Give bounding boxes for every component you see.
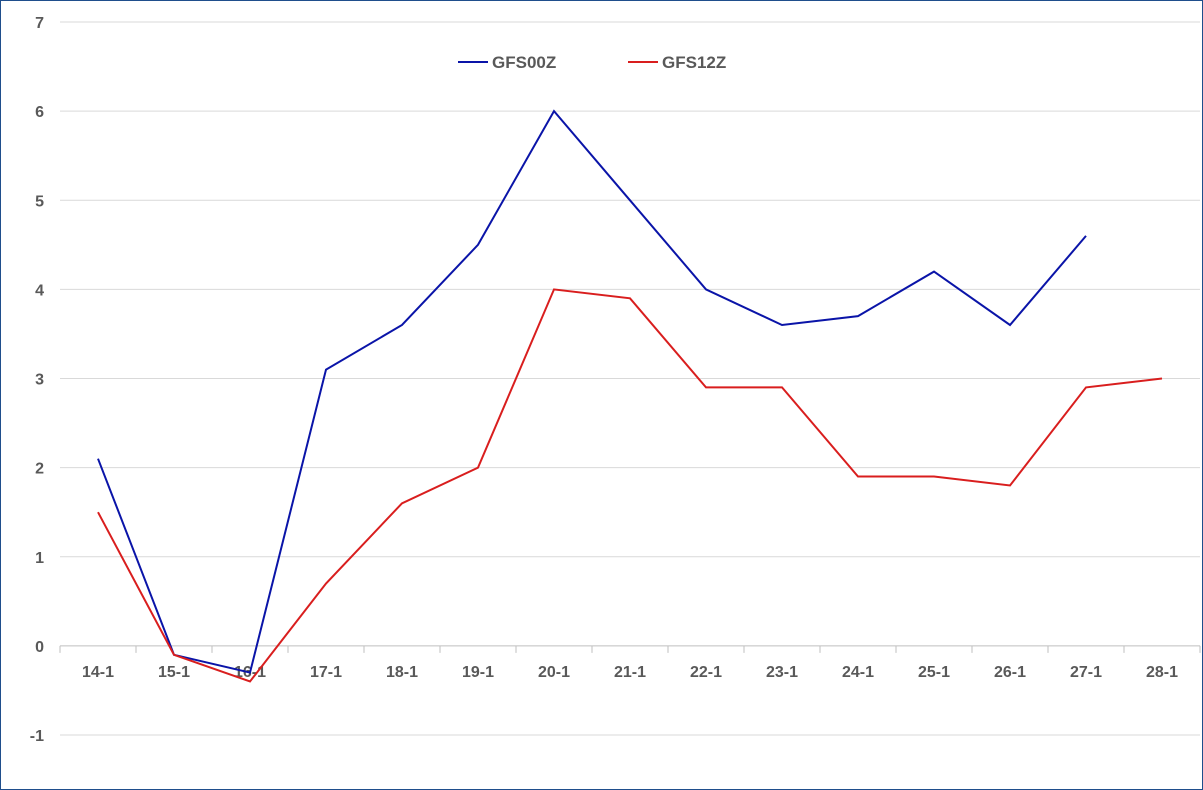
y-tick-label: 4: [35, 282, 44, 299]
legend: GFS00Z GFS12Z: [458, 53, 726, 72]
y-tick-label: 1: [35, 550, 44, 567]
series-layer: [97, 109, 1163, 683]
x-tick-label: 17-1: [310, 664, 342, 681]
legend-label-gfs12z: GFS12Z: [662, 53, 726, 72]
y-tick-label: 0: [35, 639, 44, 656]
y-tick-label: 6: [35, 104, 44, 121]
x-tick-label: 22-1: [690, 664, 722, 681]
x-tick-label: 23-1: [766, 664, 798, 681]
y-tick-label: 3: [35, 372, 44, 389]
grid-layer: [60, 21, 1200, 736]
series-line-gfs00z: [97, 109, 1087, 674]
x-tick-label: 24-1: [842, 664, 874, 681]
x-tick-label: 19-1: [462, 664, 494, 681]
x-tick-label: 15-1: [158, 664, 190, 681]
series-line-gfs12z: [97, 288, 1163, 683]
x-tick-label: 14-1: [82, 664, 114, 681]
x-tick-label: 28-1: [1146, 664, 1178, 681]
x-tick-label: 20-1: [538, 664, 570, 681]
x-tick-label: 21-1: [614, 664, 646, 681]
x-tick-label: 25-1: [918, 664, 950, 681]
y-tick-label: -1: [30, 728, 44, 745]
y-tick-label: 7: [35, 15, 44, 32]
x-tick-label: 26-1: [994, 664, 1026, 681]
y-tick-label: 5: [35, 193, 44, 210]
x-tick-label: 18-1: [386, 664, 418, 681]
y-tick-label: 2: [35, 461, 44, 478]
x-tick-label: 27-1: [1070, 664, 1102, 681]
legend-label-gfs00z: GFS00Z: [492, 53, 556, 72]
